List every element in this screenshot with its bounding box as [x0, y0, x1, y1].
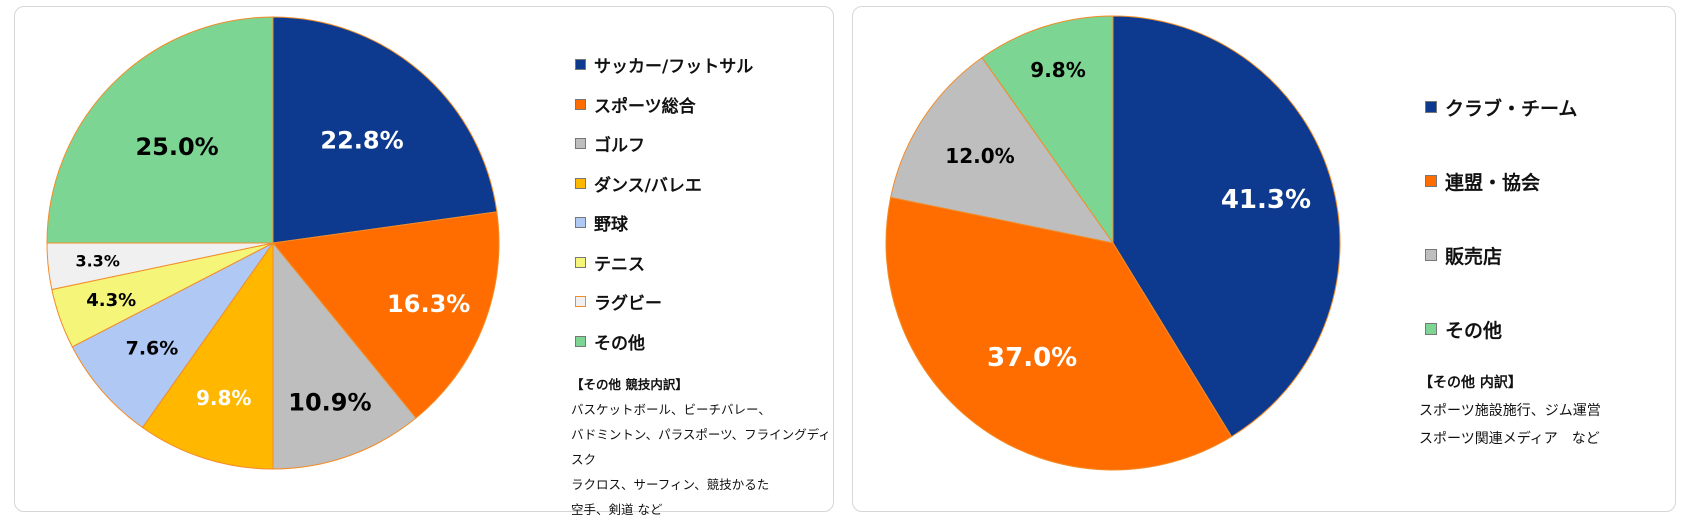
legend-organization: クラブ・チーム 連盟・協会販売店その他 — [1425, 70, 1577, 366]
legend-item: その他 — [575, 322, 753, 362]
legend-swatch — [1425, 101, 1437, 113]
pie-data-label: 25.0% — [135, 133, 218, 161]
pie-data-label: 9.8% — [1030, 58, 1085, 82]
legend-swatch — [575, 177, 586, 189]
legend-swatch — [575, 138, 586, 150]
legend-swatch — [575, 296, 586, 308]
pie-slice — [71, 242, 274, 429]
legend-label: ゴルフ — [594, 136, 645, 157]
pie-chart-competition: 22.8% 16.3% 10.9% 9.8% 7.6% 4.3% 3.3% 25.0% — [46, 16, 500, 470]
note-organization-other: 【その他 内訳】 スポーツ施設施行、ジム運営 スポーツ関連メディア など — [1419, 369, 1601, 453]
pie-chart-organization: 41.3% 37.0% 12.0% 9.8% — [885, 15, 1341, 471]
note-line: バスケットボール、ビーチバレー、 — [571, 402, 771, 417]
pie-slice — [272, 211, 500, 419]
pie-data-label: 10.9% — [288, 389, 371, 417]
legend-label: スポーツ総合 — [594, 96, 696, 117]
pie-data-label: 9.8% — [196, 386, 251, 410]
legend-label: その他 — [594, 333, 645, 354]
pie-data-label: 7.6% — [126, 337, 179, 359]
pie-slice — [141, 241, 274, 470]
legend-label: 野球 — [594, 215, 628, 236]
legend-label: 連盟・協会 — [1445, 171, 1541, 194]
legend-item: ダンス/バレエ — [575, 164, 753, 204]
pie-data-label: 4.3% — [86, 290, 136, 311]
legend-label: 販売店 — [1445, 245, 1503, 268]
legend-item: クラブ・チーム — [1425, 70, 1577, 144]
legend-item: その他 — [1425, 292, 1577, 366]
note-line: スポーツ施設施行、ジム運営 — [1419, 403, 1601, 419]
legend-label: サッカー/フットサル — [594, 57, 754, 78]
legend-label: その他 — [1445, 319, 1503, 342]
pie-slice — [272, 241, 417, 470]
note-title: 【その他 内訳】 — [1419, 375, 1522, 391]
legend-swatch — [575, 256, 586, 268]
pie-slice — [981, 15, 1114, 245]
legend-item: 野球 — [575, 203, 753, 243]
pie-slice — [885, 196, 1233, 471]
note-line: バドミントン、パラスポーツ、フライングディスク — [571, 427, 831, 467]
legend-item: 販売店 — [1425, 218, 1577, 292]
note-title: 【その他 競技内訳】 — [571, 377, 688, 392]
legend-swatch — [1425, 175, 1437, 187]
legend-swatch — [575, 335, 586, 347]
chart-panel-organization: 41.3% 37.0% 12.0% 9.8% クラブ・チーム 連盟・協会販売店その他 【… — [852, 6, 1676, 512]
legend-item: ゴルフ — [575, 124, 753, 164]
legend-item: スポーツ総合 — [575, 85, 753, 125]
pie-data-label: 16.3% — [387, 290, 470, 318]
pie-slice — [272, 16, 498, 244]
legend-item: 連盟・協会 — [1425, 144, 1577, 218]
chart-panel-competition: 22.8% 16.3% 10.9% 9.8% 7.6% 4.3% 3.3% 25.0% サッカ… — [14, 6, 834, 517]
note-competition-other: 【その他 競技内訳】 バスケットボール、ビーチバレー、 バドミントン、パラスポー… — [571, 372, 833, 522]
pie-slice — [890, 56, 1115, 244]
legend-swatch — [575, 98, 586, 110]
legend-label: テニス — [594, 254, 645, 275]
pie-data-label: 37.0% — [987, 343, 1077, 373]
legend-swatch — [575, 59, 586, 71]
legend-label: ラグビー — [594, 294, 662, 315]
pie-slice — [1112, 15, 1341, 438]
legend-item: ラグビー — [575, 282, 753, 322]
note-line: 空手、剣道 など — [571, 502, 663, 517]
pie-data-label: 3.3% — [75, 252, 119, 271]
legend-competition: サッカー/フットサル スポーツ総合 ゴルフダンス/バレエ 野球テニスラグビーその他 — [575, 45, 753, 361]
legend-item: サッカー/フットサル — [575, 45, 753, 85]
pie-data-label: 12.0% — [945, 144, 1014, 168]
note-line: スポーツ関連メディア など — [1419, 431, 1600, 447]
legend-swatch — [575, 217, 586, 229]
note-line: ラクロス、サーフィン、競技かるた — [571, 477, 770, 492]
legend-label: ダンス/バレエ — [594, 175, 702, 196]
legend-label: クラブ・チーム — [1445, 97, 1578, 120]
pie-slice — [46, 16, 274, 244]
legend-item: テニス — [575, 243, 753, 283]
legend-swatch — [1425, 249, 1437, 261]
pie-data-label: 22.8% — [320, 127, 403, 155]
legend-swatch — [1425, 323, 1437, 335]
pie-data-label: 41.3% — [1221, 185, 1311, 215]
